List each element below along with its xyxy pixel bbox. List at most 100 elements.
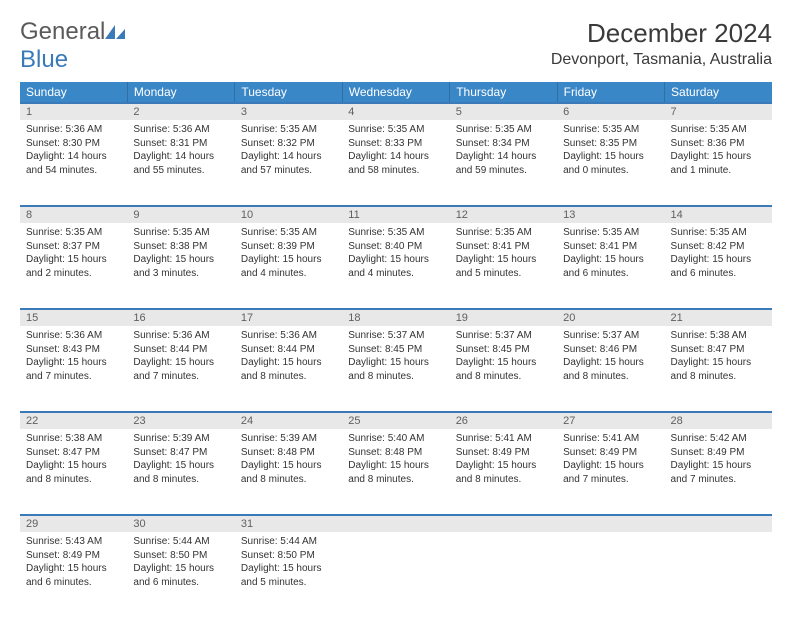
daylight-text: Daylight: 15 hours and 8 minutes.	[348, 459, 443, 486]
sunrise-text: Sunrise: 5:37 AM	[456, 329, 551, 343]
sunset-text: Sunset: 8:41 PM	[456, 240, 551, 254]
daylight-text: Daylight: 15 hours and 1 minute.	[671, 150, 766, 177]
day-number: 5	[450, 103, 557, 120]
sunset-text: Sunset: 8:31 PM	[133, 137, 228, 151]
day-cell-body: Sunrise: 5:35 AMSunset: 8:40 PMDaylight:…	[342, 223, 449, 286]
daylight-text: Daylight: 15 hours and 6 minutes.	[671, 253, 766, 280]
empty-cell	[342, 532, 449, 618]
empty-cell	[665, 515, 772, 532]
day-cell: Sunrise: 5:41 AMSunset: 8:49 PMDaylight:…	[450, 429, 557, 515]
day-cell-body: Sunrise: 5:36 AMSunset: 8:31 PMDaylight:…	[127, 120, 234, 183]
daylight-text: Daylight: 15 hours and 8 minutes.	[26, 459, 121, 486]
day-number: 16	[127, 309, 234, 326]
day-number: 26	[450, 412, 557, 429]
empty-cell	[342, 515, 449, 532]
sunset-text: Sunset: 8:49 PM	[563, 446, 658, 460]
daylight-text: Daylight: 15 hours and 8 minutes.	[241, 459, 336, 486]
day-cell: Sunrise: 5:35 AMSunset: 8:41 PMDaylight:…	[557, 223, 664, 309]
day-cell-body: Sunrise: 5:35 AMSunset: 8:41 PMDaylight:…	[557, 223, 664, 286]
sunset-text: Sunset: 8:50 PM	[241, 549, 336, 563]
sunrise-text: Sunrise: 5:40 AM	[348, 432, 443, 446]
day-number: 9	[127, 206, 234, 223]
day-header: Monday	[127, 82, 234, 103]
day-cell: Sunrise: 5:35 AMSunset: 8:32 PMDaylight:…	[235, 120, 342, 206]
daylight-text: Daylight: 15 hours and 2 minutes.	[26, 253, 121, 280]
sunrise-text: Sunrise: 5:35 AM	[671, 123, 766, 137]
day-number: 17	[235, 309, 342, 326]
daylight-text: Daylight: 15 hours and 7 minutes.	[563, 459, 658, 486]
day-cell-body: Sunrise: 5:39 AMSunset: 8:47 PMDaylight:…	[127, 429, 234, 492]
location: Devonport, Tasmania, Australia	[551, 51, 772, 69]
day-number: 25	[342, 412, 449, 429]
day-number-row: 293031	[20, 515, 772, 532]
logo: GeneralBlue	[20, 18, 125, 74]
sunrise-text: Sunrise: 5:38 AM	[671, 329, 766, 343]
sunrise-text: Sunrise: 5:41 AM	[563, 432, 658, 446]
day-cell-body: Sunrise: 5:35 AMSunset: 8:32 PMDaylight:…	[235, 120, 342, 183]
sunrise-text: Sunrise: 5:35 AM	[348, 226, 443, 240]
sunrise-text: Sunrise: 5:35 AM	[456, 226, 551, 240]
daylight-text: Daylight: 14 hours and 59 minutes.	[456, 150, 551, 177]
day-number: 21	[665, 309, 772, 326]
sunrise-text: Sunrise: 5:43 AM	[26, 535, 121, 549]
daylight-text: Daylight: 15 hours and 8 minutes.	[133, 459, 228, 486]
day-header: Thursday	[450, 82, 557, 103]
day-cell: Sunrise: 5:35 AMSunset: 8:36 PMDaylight:…	[665, 120, 772, 206]
day-number-row: 15161718192021	[20, 309, 772, 326]
day-cell-body: Sunrise: 5:37 AMSunset: 8:46 PMDaylight:…	[557, 326, 664, 389]
day-cell-body: Sunrise: 5:36 AMSunset: 8:43 PMDaylight:…	[20, 326, 127, 389]
day-cell: Sunrise: 5:37 AMSunset: 8:46 PMDaylight:…	[557, 326, 664, 412]
sail-icon	[105, 25, 125, 39]
day-cell-body: Sunrise: 5:36 AMSunset: 8:44 PMDaylight:…	[127, 326, 234, 389]
sunrise-text: Sunrise: 5:36 AM	[26, 123, 121, 137]
sunset-text: Sunset: 8:43 PM	[26, 343, 121, 357]
day-number-row: 22232425262728	[20, 412, 772, 429]
day-number: 8	[20, 206, 127, 223]
day-cell: Sunrise: 5:36 AMSunset: 8:30 PMDaylight:…	[20, 120, 127, 206]
day-cell-body: Sunrise: 5:40 AMSunset: 8:48 PMDaylight:…	[342, 429, 449, 492]
day-cell-body: Sunrise: 5:38 AMSunset: 8:47 PMDaylight:…	[20, 429, 127, 492]
day-cell: Sunrise: 5:36 AMSunset: 8:44 PMDaylight:…	[235, 326, 342, 412]
header: GeneralBlue December 2024 Devonport, Tas…	[20, 18, 772, 74]
sunset-text: Sunset: 8:36 PM	[671, 137, 766, 151]
day-cell: Sunrise: 5:44 AMSunset: 8:50 PMDaylight:…	[127, 532, 234, 618]
sunset-text: Sunset: 8:42 PM	[671, 240, 766, 254]
sunrise-text: Sunrise: 5:35 AM	[241, 123, 336, 137]
calendar-table: SundayMondayTuesdayWednesdayThursdayFrid…	[20, 82, 772, 618]
empty-cell	[450, 515, 557, 532]
sunset-text: Sunset: 8:49 PM	[456, 446, 551, 460]
sunset-text: Sunset: 8:33 PM	[348, 137, 443, 151]
day-cell-body: Sunrise: 5:35 AMSunset: 8:34 PMDaylight:…	[450, 120, 557, 183]
sunset-text: Sunset: 8:48 PM	[241, 446, 336, 460]
sunset-text: Sunset: 8:44 PM	[133, 343, 228, 357]
sunset-text: Sunset: 8:34 PM	[456, 137, 551, 151]
sunrise-text: Sunrise: 5:36 AM	[133, 329, 228, 343]
sunrise-text: Sunrise: 5:36 AM	[133, 123, 228, 137]
day-number-row: 891011121314	[20, 206, 772, 223]
day-cell-body: Sunrise: 5:44 AMSunset: 8:50 PMDaylight:…	[127, 532, 234, 595]
sunset-text: Sunset: 8:40 PM	[348, 240, 443, 254]
day-cell: Sunrise: 5:35 AMSunset: 8:38 PMDaylight:…	[127, 223, 234, 309]
day-cell: Sunrise: 5:36 AMSunset: 8:43 PMDaylight:…	[20, 326, 127, 412]
day-cell-body: Sunrise: 5:42 AMSunset: 8:49 PMDaylight:…	[665, 429, 772, 492]
day-cell-body: Sunrise: 5:35 AMSunset: 8:33 PMDaylight:…	[342, 120, 449, 183]
day-cell: Sunrise: 5:35 AMSunset: 8:37 PMDaylight:…	[20, 223, 127, 309]
day-content-row: Sunrise: 5:35 AMSunset: 8:37 PMDaylight:…	[20, 223, 772, 309]
daylight-text: Daylight: 15 hours and 8 minutes.	[456, 459, 551, 486]
day-cell: Sunrise: 5:36 AMSunset: 8:44 PMDaylight:…	[127, 326, 234, 412]
day-content-row: Sunrise: 5:36 AMSunset: 8:30 PMDaylight:…	[20, 120, 772, 206]
day-number: 15	[20, 309, 127, 326]
sunrise-text: Sunrise: 5:38 AM	[26, 432, 121, 446]
day-number: 11	[342, 206, 449, 223]
sunrise-text: Sunrise: 5:35 AM	[133, 226, 228, 240]
day-cell: Sunrise: 5:41 AMSunset: 8:49 PMDaylight:…	[557, 429, 664, 515]
sunrise-text: Sunrise: 5:35 AM	[348, 123, 443, 137]
day-number: 6	[557, 103, 664, 120]
day-cell: Sunrise: 5:37 AMSunset: 8:45 PMDaylight:…	[342, 326, 449, 412]
sunrise-text: Sunrise: 5:39 AM	[241, 432, 336, 446]
day-number: 23	[127, 412, 234, 429]
empty-cell	[665, 532, 772, 618]
day-cell-body: Sunrise: 5:35 AMSunset: 8:36 PMDaylight:…	[665, 120, 772, 183]
sunset-text: Sunset: 8:45 PM	[456, 343, 551, 357]
sunrise-text: Sunrise: 5:39 AM	[133, 432, 228, 446]
